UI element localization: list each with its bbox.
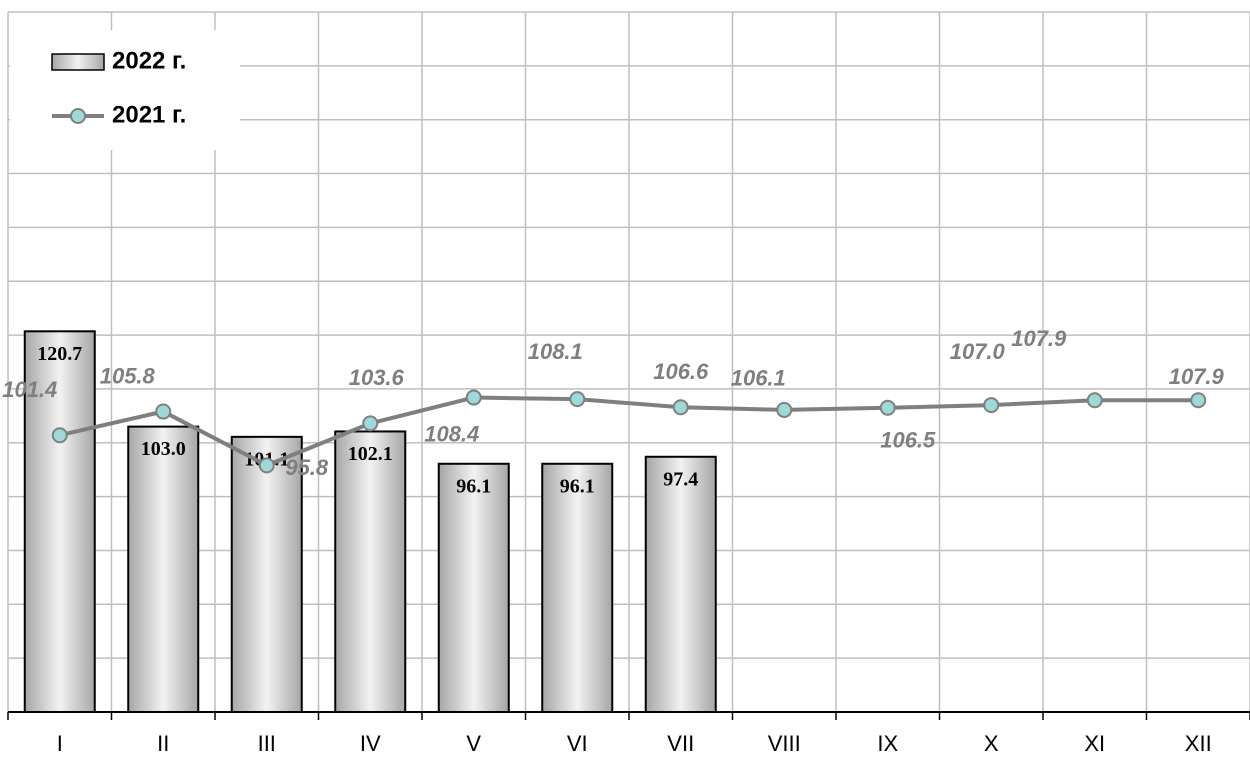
line-value-label: 108.4 [424,421,479,446]
x-tick-label: V [466,731,481,756]
line-marker [465,389,482,406]
x-tick-label: VI [567,731,588,756]
legend-swatch [70,108,86,124]
line [59,395,1199,468]
line-marker [569,391,586,408]
x-tick-label: IX [877,731,898,756]
x-tick-label: VII [667,731,694,756]
legend-label: 2022 г. [112,47,186,74]
x-tick-label: XII [1185,731,1212,756]
line-value-label: 107.9 [1011,326,1067,351]
line-value-label: 103.6 [349,365,405,390]
line-value-label: 105.8 [100,363,156,388]
line-marker [983,397,1000,414]
x-tick-label: VIII [768,731,801,756]
bar-value-label: 96.1 [560,475,595,497]
bar [127,425,200,713]
line-value-label: 106.5 [880,428,936,453]
line-marker [51,427,68,444]
line-value-label: 106.1 [731,366,786,391]
legend-label: 2021 г. [112,101,186,128]
line-value-label: 107.0 [950,339,1006,364]
bar-value-label: 102.1 [348,443,393,465]
line-marker [1086,392,1103,409]
line-value-label: 106.6 [653,359,709,384]
line-value-label: 95.8 [285,455,329,480]
bar [541,462,614,713]
bar [334,430,407,713]
line-value-label: 107.9 [1169,364,1225,389]
line-value-label: 108.1 [528,339,583,364]
x-tick-label: III [258,731,276,756]
bar [230,435,303,713]
bar [23,330,96,713]
line-marker [879,399,896,416]
x-tick-label: X [984,731,999,756]
bar [437,462,510,713]
line-marker [1190,392,1207,409]
x-tick-label: II [157,731,169,756]
line-marker [155,403,172,420]
x-tick-label: I [57,731,63,756]
legend-swatch [51,53,105,71]
line-marker [362,415,379,432]
x-tick-label: IV [360,731,381,756]
bar [644,455,717,713]
line-marker [258,457,275,474]
bar-value-label: 120.7 [37,343,82,365]
x-tick-label: XI [1084,731,1105,756]
line-value-label: 101.4 [2,377,57,402]
bar-value-label: 96.1 [456,475,491,497]
line-marker [672,399,689,416]
line-marker [776,401,793,418]
legend-box [10,30,240,150]
bar-value-label: 103.0 [141,438,186,460]
bar-value-label: 97.4 [663,468,698,490]
